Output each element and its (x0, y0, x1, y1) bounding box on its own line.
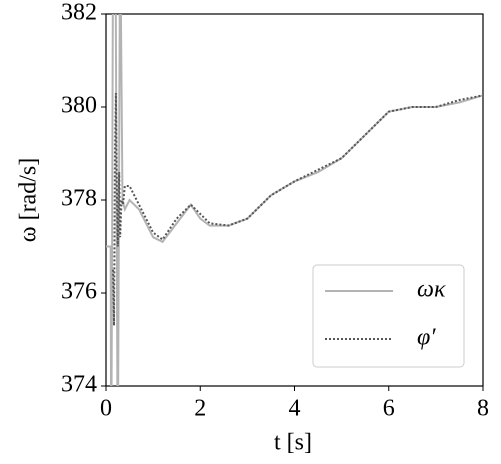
x-axis-label: t [s] (274, 430, 312, 456)
x-tick-label: 4 (289, 396, 301, 422)
y-tick-label: 382 (61, 0, 97, 26)
x-tick-label: 0 (100, 396, 112, 422)
legend-label: φ′ (417, 325, 436, 351)
x-tick-label: 6 (383, 396, 395, 422)
legend-label: ωκ (417, 277, 446, 303)
x-tick-label: 2 (194, 396, 206, 422)
plot-area (106, 14, 483, 386)
series-line (106, 14, 483, 386)
y-axis-label: ω [rad/s] (16, 158, 42, 242)
y-tick-label: 376 (61, 279, 97, 305)
series-line (112, 93, 483, 326)
y-tick-label: 380 (61, 93, 97, 119)
y-tick-label: 378 (61, 186, 97, 212)
y-tick-label: 374 (61, 372, 97, 398)
x-tick-label: 8 (477, 396, 489, 422)
